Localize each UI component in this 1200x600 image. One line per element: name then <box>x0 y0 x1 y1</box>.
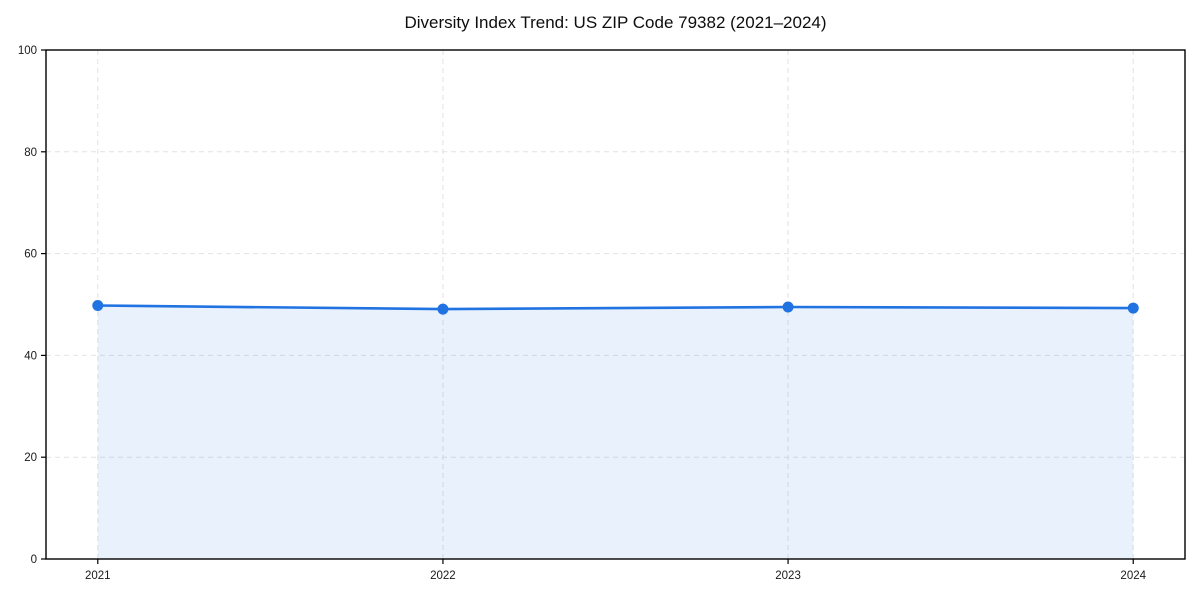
trend-line <box>96 304 1135 311</box>
y-axis-tick-label: 100 <box>18 45 37 57</box>
area-fill <box>97 305 1134 559</box>
data-point-marker <box>437 303 449 315</box>
x-axis-tick-label: 2024 <box>1120 570 1146 582</box>
x-axis-tick-label: 2021 <box>85 570 111 582</box>
x-axis-tick-label: 2023 <box>775 570 801 582</box>
y-axis-tick-label: 80 <box>24 147 37 159</box>
data-point-marker <box>1127 302 1139 314</box>
y-axis-tick-label: 20 <box>24 452 37 464</box>
y-axis-tick-label: 0 <box>31 554 37 566</box>
data-point-marker <box>782 301 794 313</box>
chart-title: Diversity Index Trend: US ZIP Code 79382… <box>404 13 827 32</box>
axes-frame <box>45 49 1186 560</box>
x-axis-tick-label: 2022 <box>430 570 456 582</box>
data-point-marker <box>92 300 104 312</box>
y-axis-tick-label: 60 <box>24 249 37 261</box>
y-axis-tick-label: 40 <box>24 350 37 362</box>
